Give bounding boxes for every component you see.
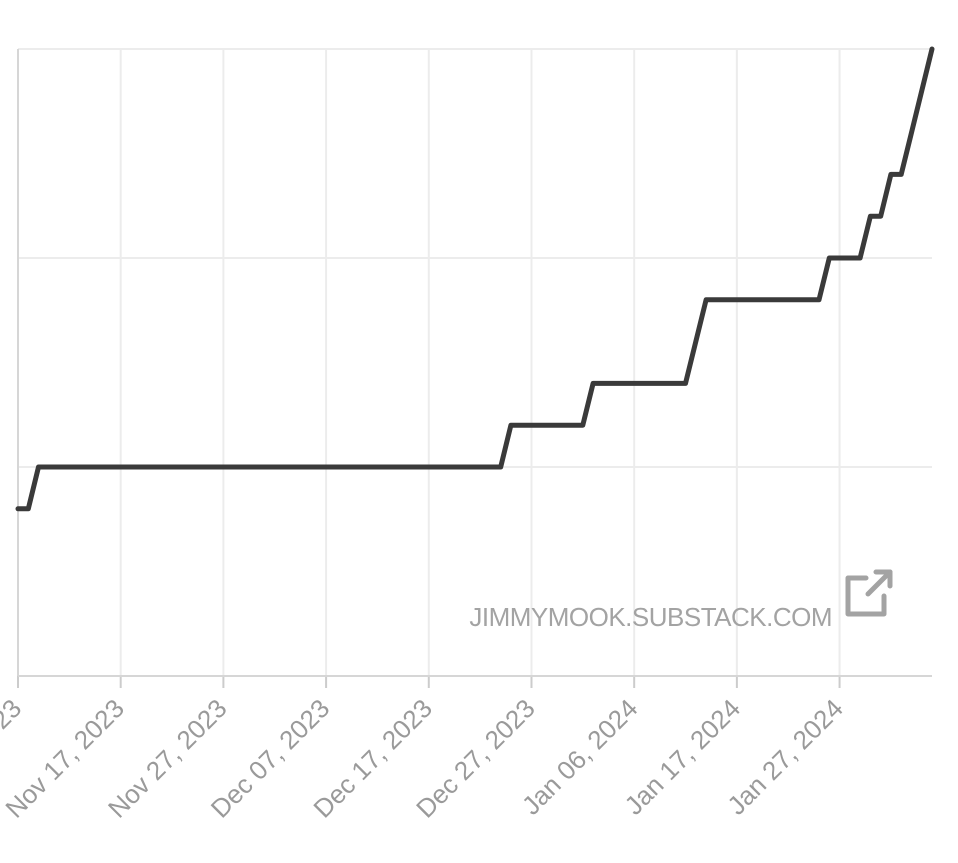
series-line [15, 46, 935, 512]
chart-grid [18, 48, 932, 676]
watermark: JIMMYMOOK.SUBSTACK.COM [469, 569, 893, 632]
external-link-icon[interactable] [845, 569, 893, 617]
watermark-text: JIMMYMOOK.SUBSTACK.COM [469, 602, 832, 632]
chart-axes [17, 49, 932, 688]
chart-series [15, 46, 935, 512]
